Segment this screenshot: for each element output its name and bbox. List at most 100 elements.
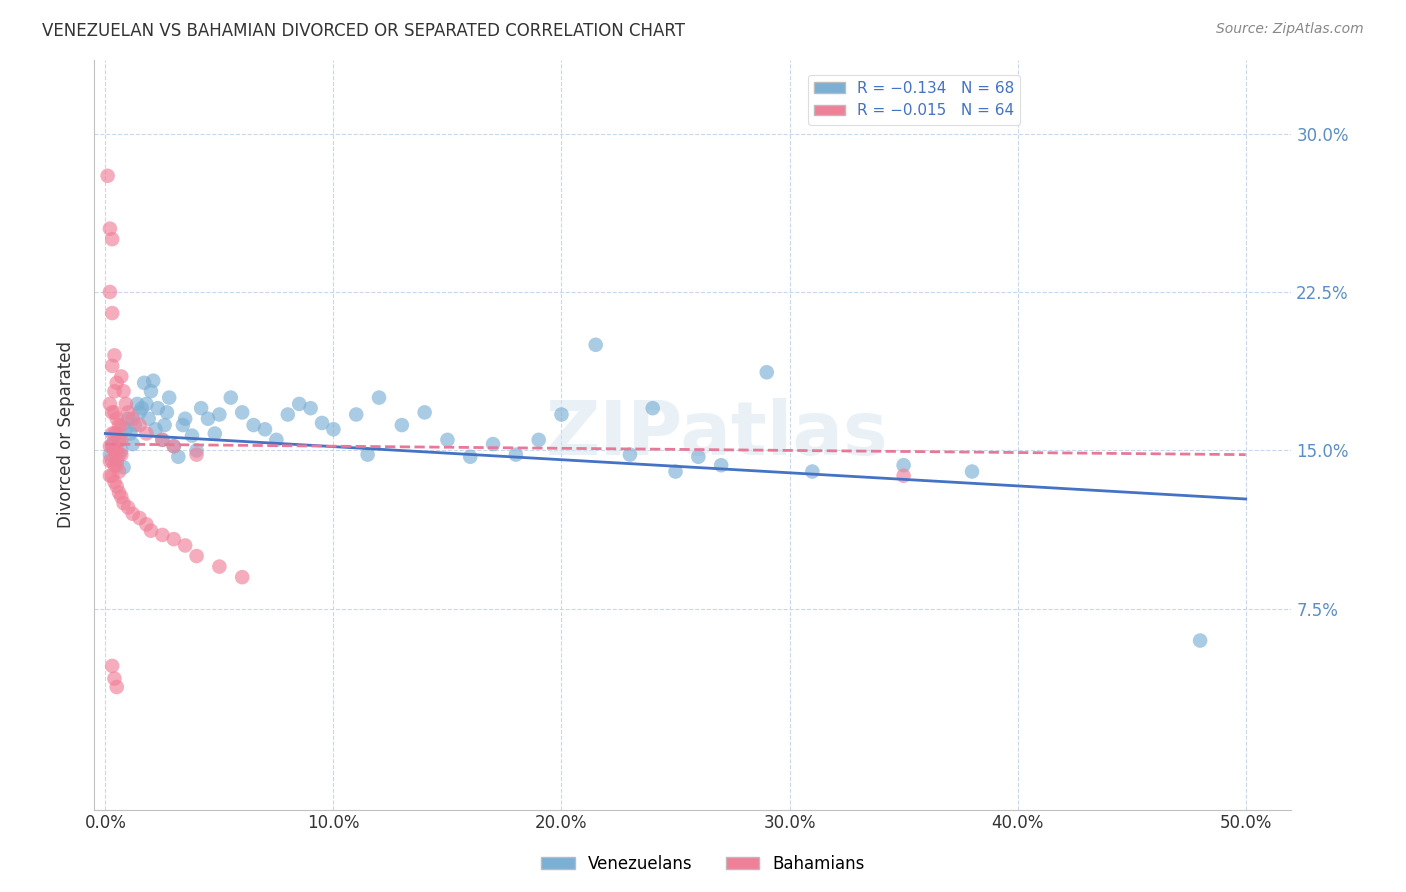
- Point: [619, 448, 641, 462]
- Point: [893, 458, 915, 473]
- Point: [108, 485, 131, 500]
- Point: [101, 468, 124, 483]
- Point: [103, 405, 125, 419]
- Point: [105, 458, 128, 473]
- Point: [458, 450, 481, 464]
- Legend: Venezuelans, Bahamians: Venezuelans, Bahamians: [534, 848, 872, 880]
- Point: [128, 418, 150, 433]
- Point: [145, 422, 167, 436]
- Point: [186, 443, 208, 458]
- Point: [101, 439, 124, 453]
- Point: [112, 496, 135, 510]
- Point: [172, 418, 194, 433]
- Point: [356, 448, 378, 462]
- Point: [186, 448, 208, 462]
- Point: [115, 397, 138, 411]
- Point: [108, 465, 131, 479]
- Point: [527, 433, 550, 447]
- Point: [105, 411, 128, 425]
- Point: [801, 465, 824, 479]
- Point: [253, 422, 276, 436]
- Point: [103, 426, 125, 441]
- Point: [157, 391, 180, 405]
- Point: [108, 418, 131, 433]
- Point: [108, 433, 131, 447]
- Point: [436, 433, 458, 447]
- Point: [101, 437, 124, 451]
- Point: [135, 426, 157, 441]
- Text: Source: ZipAtlas.com: Source: ZipAtlas.com: [1216, 22, 1364, 37]
- Point: [127, 397, 149, 411]
- Point: [108, 433, 131, 447]
- Point: [344, 408, 367, 422]
- Point: [101, 405, 124, 419]
- Point: [322, 422, 344, 436]
- Point: [101, 426, 124, 441]
- Point: [413, 405, 436, 419]
- Point: [181, 428, 204, 442]
- Point: [108, 448, 131, 462]
- Point: [98, 454, 121, 468]
- Point: [117, 411, 139, 425]
- Point: [1189, 633, 1212, 648]
- Point: [208, 408, 231, 422]
- Point: [103, 443, 125, 458]
- Point: [128, 405, 150, 419]
- Point: [120, 426, 142, 441]
- Point: [197, 411, 219, 425]
- Point: [103, 672, 125, 686]
- Text: VENEZUELAN VS BAHAMIAN DIVORCED OR SEPARATED CORRELATION CHART: VENEZUELAN VS BAHAMIAN DIVORCED OR SEPAR…: [42, 22, 685, 40]
- Point: [110, 448, 132, 462]
- Point: [710, 458, 733, 473]
- Point: [186, 549, 208, 563]
- Point: [142, 374, 165, 388]
- Point: [121, 411, 143, 425]
- Point: [368, 391, 391, 405]
- Point: [98, 285, 121, 299]
- Point: [103, 443, 125, 458]
- Point: [150, 528, 173, 542]
- Point: [103, 458, 125, 473]
- Point: [98, 448, 121, 462]
- Legend: R = −0.134   N = 68, R = −0.015   N = 64: R = −0.134 N = 68, R = −0.015 N = 64: [808, 75, 1021, 125]
- Point: [391, 418, 413, 433]
- Point: [163, 439, 186, 453]
- Point: [103, 475, 125, 489]
- Point: [585, 338, 607, 352]
- Point: [311, 416, 333, 430]
- Point: [105, 479, 128, 493]
- Point: [110, 443, 132, 458]
- Point: [112, 384, 135, 399]
- Point: [664, 465, 686, 479]
- Point: [163, 439, 186, 453]
- Point: [138, 411, 160, 425]
- Point: [156, 405, 179, 419]
- Point: [115, 422, 138, 436]
- Point: [131, 401, 153, 416]
- Point: [110, 418, 132, 433]
- Point: [103, 348, 125, 362]
- Point: [121, 437, 143, 451]
- Point: [139, 524, 162, 538]
- Point: [231, 405, 253, 419]
- Point: [482, 437, 505, 451]
- Point: [105, 376, 128, 390]
- Point: [266, 433, 288, 447]
- Point: [893, 468, 915, 483]
- Point: [288, 397, 311, 411]
- Point: [242, 418, 264, 433]
- Text: ZIPatlas: ZIPatlas: [546, 398, 889, 471]
- Point: [101, 232, 124, 246]
- Point: [105, 680, 128, 694]
- Point: [174, 539, 197, 553]
- Point: [231, 570, 253, 584]
- Point: [98, 221, 121, 235]
- Point: [299, 401, 322, 416]
- Point: [132, 376, 155, 390]
- Point: [98, 397, 121, 411]
- Point: [505, 448, 527, 462]
- Point: [112, 460, 135, 475]
- Point: [150, 433, 173, 447]
- Point: [755, 365, 778, 379]
- Point: [110, 490, 132, 504]
